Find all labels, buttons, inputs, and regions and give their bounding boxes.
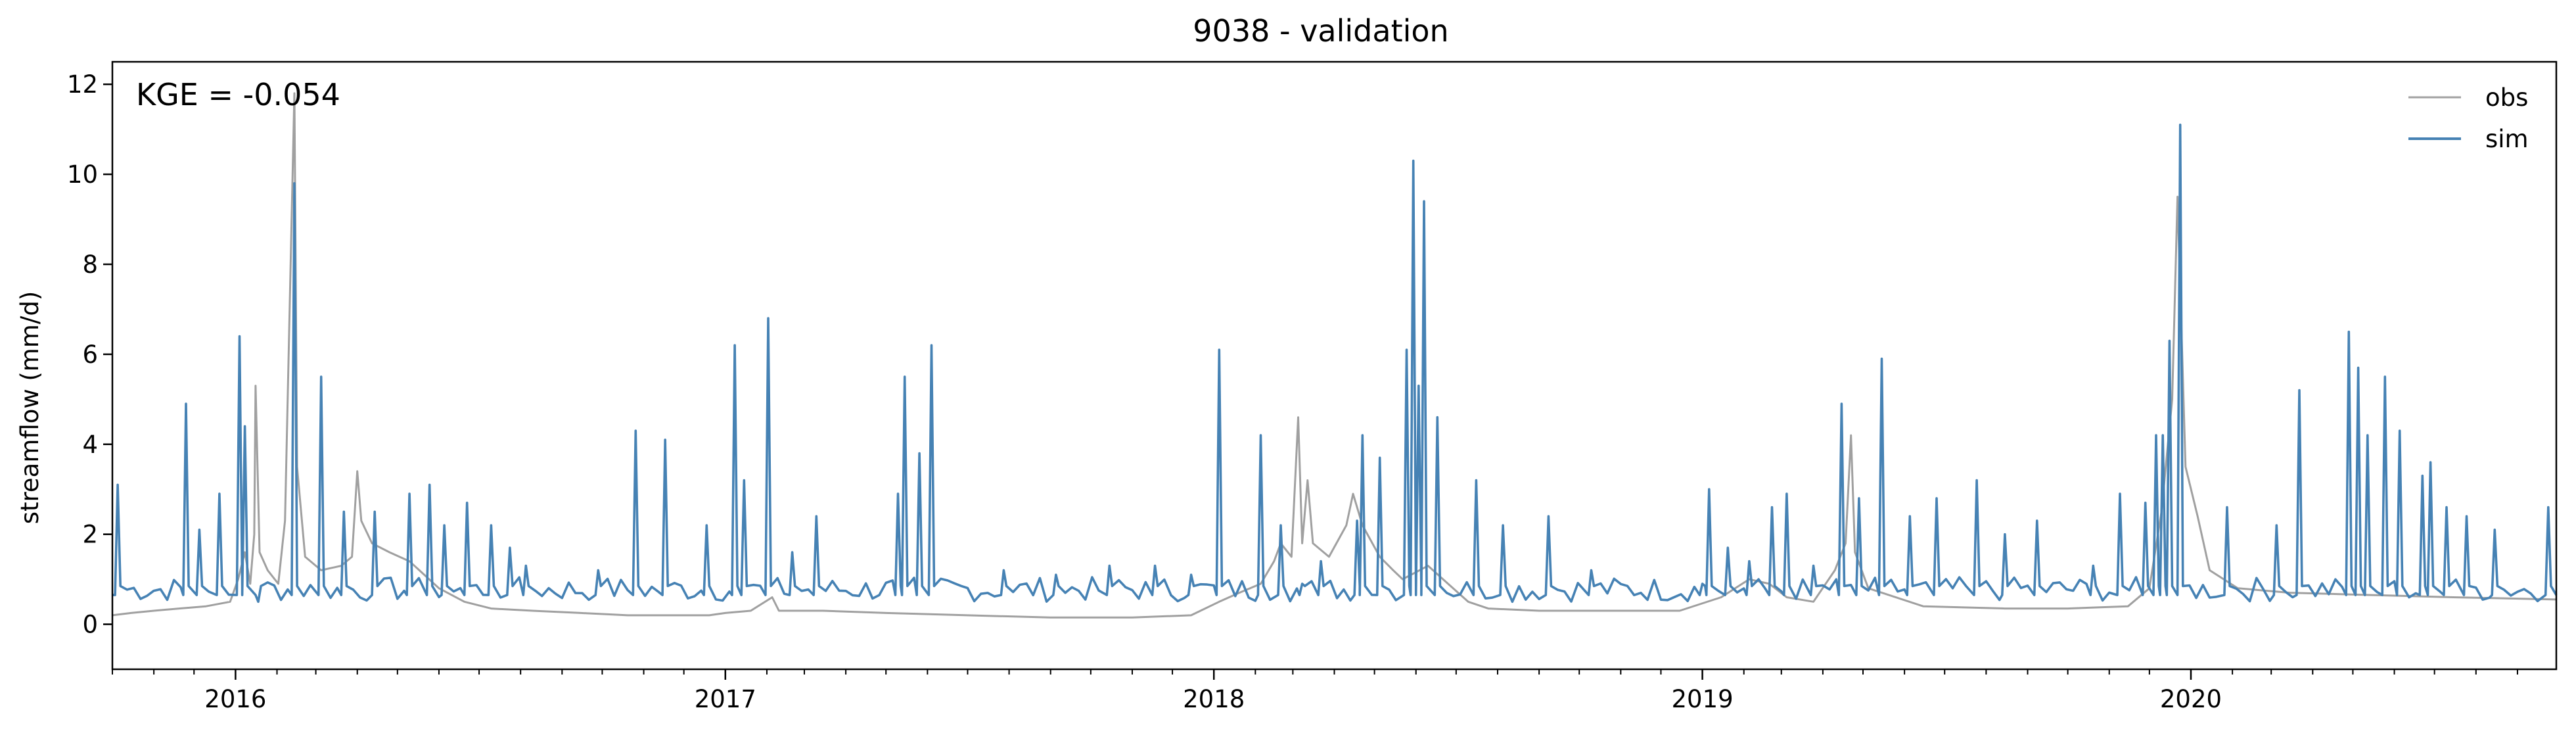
y-tick-label: 4 [82, 431, 98, 459]
legend: obs sim [2408, 83, 2529, 153]
y-axis: 0 2 4 6 8 10 12 [67, 70, 112, 639]
x-axis: 2016 2017 2018 2019 2020 [112, 669, 2518, 713]
x-tick-label: 2018 [1183, 685, 1245, 713]
plot-frame [111, 60, 2558, 671]
y-tick-label: 10 [67, 160, 98, 189]
legend-label-obs: obs [2485, 83, 2528, 112]
x-tick-label: 2017 [695, 685, 756, 713]
chart-title: 9038 - validation [1193, 13, 1448, 49]
y-tick-label: 8 [82, 250, 98, 279]
y-tick-label: 12 [67, 70, 98, 99]
series-line-sim [112, 124, 2558, 604]
y-tick-label: 6 [82, 341, 98, 369]
series-layer [112, 92, 2558, 619]
y-axis-label: streamflow (mm/d) [16, 291, 44, 525]
y-tick-label: 0 [82, 611, 98, 639]
y-tick-label: 2 [82, 521, 98, 549]
x-tick-label: 2019 [1672, 685, 1734, 713]
x-tick-label: 2016 [204, 685, 266, 713]
kge-annotation: KGE = -0.054 [136, 77, 340, 112]
legend-label-sim: sim [2485, 125, 2529, 153]
x-tick-label: 2020 [2160, 685, 2222, 713]
